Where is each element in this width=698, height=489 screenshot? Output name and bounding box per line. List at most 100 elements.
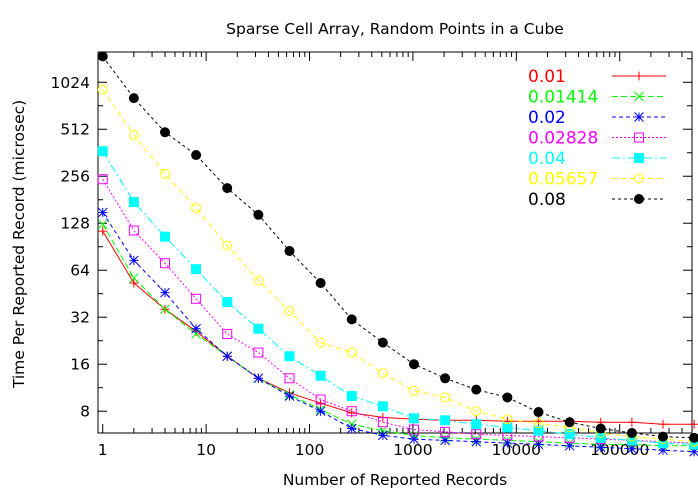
data-point <box>440 426 451 437</box>
data-point <box>377 337 388 348</box>
data-point <box>658 419 668 429</box>
data-point <box>564 417 575 428</box>
data-point <box>346 423 357 434</box>
data-point <box>627 443 637 454</box>
data-point <box>564 429 575 440</box>
y-tick-label: 128 <box>60 215 90 233</box>
data-point <box>471 406 482 417</box>
x-tick-label: 1000 <box>393 441 432 459</box>
data-point <box>97 207 108 218</box>
data-point <box>129 273 139 283</box>
data-point <box>97 174 108 185</box>
data-point <box>626 428 637 438</box>
legend-label: 0.01414 <box>528 88 598 108</box>
legend-marker <box>634 91 644 102</box>
data-point <box>689 432 698 443</box>
legend-label: 0.04 <box>528 149 566 169</box>
legend-entry: 0.04 <box>528 149 666 169</box>
data-point <box>128 130 139 141</box>
data-point <box>159 127 170 138</box>
data-point <box>253 209 264 220</box>
data-point <box>222 183 233 194</box>
legend-entry: 0.02 <box>528 108 666 128</box>
data-point <box>533 425 544 436</box>
legend-entry: 0.05657 <box>528 170 666 190</box>
series-line <box>102 224 695 447</box>
legend-entry: 0.02828 <box>528 129 666 149</box>
data-point <box>440 392 451 403</box>
data-point <box>689 419 698 429</box>
series-line <box>102 178 695 444</box>
y-tick-label: 8 <box>80 403 90 421</box>
data-point <box>502 414 513 425</box>
data-point <box>253 373 264 384</box>
data-point <box>377 401 388 412</box>
data-point <box>408 385 419 396</box>
data-point <box>315 406 326 417</box>
data-point <box>97 84 108 95</box>
y-tick-label: 16 <box>70 356 90 374</box>
data-point <box>284 306 295 317</box>
y-axis-label: Time Per Reported Record (microsec) <box>10 100 28 389</box>
legend-label: 0.05657 <box>528 170 598 190</box>
data-point <box>222 351 233 362</box>
data-point <box>409 434 419 444</box>
data-point <box>689 446 698 457</box>
data-point <box>315 370 326 381</box>
data-point <box>284 245 295 256</box>
data-point <box>98 226 108 236</box>
data-point <box>627 417 637 427</box>
data-point <box>129 278 139 288</box>
data-point <box>160 304 170 315</box>
legend-label: 0.02828 <box>528 129 598 149</box>
data-point <box>502 422 513 433</box>
data-point <box>284 391 295 401</box>
data-point <box>408 359 419 370</box>
data-point <box>253 275 264 286</box>
data-point <box>97 219 108 230</box>
data-point <box>128 93 139 104</box>
y-tick-label: 512 <box>60 121 90 139</box>
data-point <box>284 351 295 362</box>
data-point <box>346 347 357 358</box>
data-point <box>533 416 543 426</box>
data-point <box>284 373 295 384</box>
data-point <box>160 287 170 298</box>
series-line <box>102 212 695 453</box>
data-point <box>533 407 544 418</box>
legend-marker <box>634 132 644 143</box>
y-tick-label: 1024 <box>51 74 90 92</box>
data-point <box>502 438 513 448</box>
legend-entry: 0.01414 <box>528 88 666 108</box>
data-point <box>191 264 202 275</box>
data-point <box>408 424 419 435</box>
data-point <box>129 255 139 266</box>
data-point <box>440 373 451 384</box>
series-0.02 <box>97 207 698 457</box>
legend-label: 0.01 <box>528 67 566 87</box>
data-point <box>658 431 669 442</box>
data-point <box>253 347 264 358</box>
data-point <box>222 297 233 308</box>
chart-title: Sparse Cell Array, Random Points in a Cu… <box>226 20 564 38</box>
data-point <box>471 429 482 440</box>
legend-marker <box>634 173 644 184</box>
data-point <box>191 203 202 214</box>
legend-label: 0.02 <box>528 108 566 128</box>
legend-marker <box>634 194 644 204</box>
data-point <box>377 368 388 379</box>
data-point <box>191 150 202 161</box>
series-line <box>102 56 695 439</box>
data-point <box>253 323 264 334</box>
data-point <box>533 418 544 429</box>
series-0.05657 <box>97 84 698 447</box>
data-point <box>97 146 108 157</box>
data-point <box>564 440 575 451</box>
series-line <box>102 230 695 425</box>
series-0.04 <box>97 146 698 450</box>
data-point <box>471 436 482 447</box>
data-point <box>502 392 513 403</box>
series-0.02828 <box>97 174 698 449</box>
